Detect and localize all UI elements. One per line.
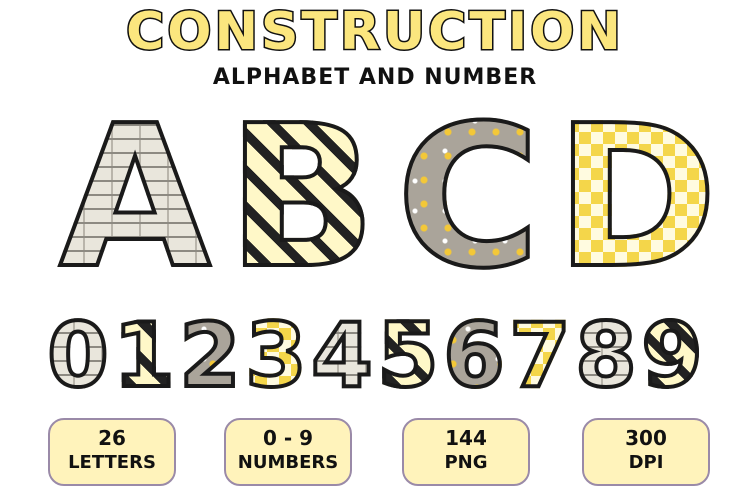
letter-a: A [55,94,215,302]
badge-png: 144 PNG [402,418,530,486]
letter-b: B [222,94,382,302]
digit-4: 4 [309,302,375,409]
digit-5: 5 [375,302,441,409]
digit-2: 2 [177,302,243,409]
badge-letters: 26 LETTERS [48,418,176,486]
digit-7: 7 [507,302,573,409]
badge-label: LETTERS [68,452,156,473]
digit-9: 9 [639,302,705,409]
digits-row: 0 1 2 3 4 5 6 7 8 9 [45,302,705,409]
title: CONSTRUCTION [125,1,624,64]
badge-label: NUMBERS [237,452,339,473]
letters-row: A B C D [55,84,720,312]
badge-numbers: 0 - 9 NUMBERS [224,418,352,486]
letter-d: D [553,84,720,312]
digit-1: 1 [111,302,177,409]
digit-8: 8 [573,302,639,409]
badge-value: 144 [445,426,487,450]
badge-value: 26 [98,426,126,450]
badge-value: 300 [625,426,667,450]
badge-dpi: 300 DPI [582,418,710,486]
letter-c: C [388,94,549,302]
badge-label: PNG [444,452,488,473]
subtitle: ALPHABET AND NUMBER [212,65,538,90]
digit-0: 0 [45,302,111,409]
badge-label: DPI [628,452,664,473]
digit-3: 3 [243,302,309,409]
badge-value: 0 - 9 [262,426,314,450]
digit-6: 6 [441,302,507,409]
